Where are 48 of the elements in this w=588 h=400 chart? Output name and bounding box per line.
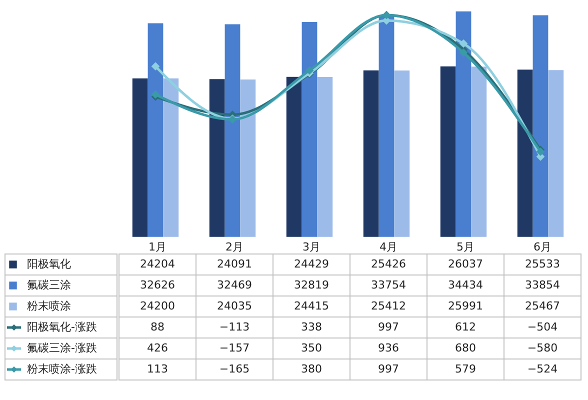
legend-label: 阳极氧化 <box>27 258 71 270</box>
data-label: 997 <box>378 320 399 334</box>
data-label: 113 <box>147 362 168 376</box>
data-label: 88 <box>150 320 164 334</box>
data-label: −165 <box>219 362 250 376</box>
data-label: 24429 <box>294 258 329 270</box>
data-label: 380 <box>301 362 322 376</box>
data-label: 338 <box>301 320 322 334</box>
data-label: 33754 <box>371 278 406 292</box>
x-tick-label: 4月 <box>380 240 398 254</box>
x-tick-label: 2月 <box>226 240 244 254</box>
data-label: 24035 <box>217 300 252 312</box>
data-label: 25533 <box>525 258 560 270</box>
data-label: 25467 <box>525 300 560 312</box>
data-label: 24204 <box>140 258 175 270</box>
legend-label: 氟碳三涂 <box>27 278 71 292</box>
data-label: −157 <box>219 342 250 354</box>
data-label: 579 <box>455 362 476 376</box>
legend-label: 粉末喷涂 <box>27 300 71 312</box>
data-label: 32819 <box>294 278 329 292</box>
data-label: 612 <box>455 320 476 334</box>
data-label: −504 <box>527 320 558 334</box>
data-label: 997 <box>378 362 399 376</box>
data-label: 25412 <box>371 300 406 312</box>
x-tick-label: 6月 <box>534 240 552 254</box>
data-label: 25991 <box>448 300 483 312</box>
data-label: −524 <box>527 362 558 376</box>
legend-label: 粉末喷涂-涨跌 <box>27 362 97 376</box>
data-label: 680 <box>455 342 476 354</box>
data-label: 32469 <box>217 278 252 292</box>
legend-label: 氟碳三涂-涨跌 <box>27 342 97 354</box>
data-label: 24415 <box>294 300 329 312</box>
x-tick-label: 1月 <box>148 240 166 254</box>
legend-label: 阳极氧化-涨跌 <box>27 320 97 334</box>
data-label: 33854 <box>525 278 560 292</box>
x-tick-label: 5月 <box>456 240 474 254</box>
data-label: 350 <box>301 342 322 354</box>
data-label: 936 <box>378 342 399 354</box>
data-label: 26037 <box>448 258 483 270</box>
data-label: 25426 <box>371 258 406 270</box>
data-label: −580 <box>527 342 558 354</box>
data-label: 32626 <box>140 278 175 292</box>
data-label: 426 <box>147 342 168 354</box>
data-label: −113 <box>219 320 250 334</box>
x-tick-label: 3月 <box>302 240 320 254</box>
data-label: 24200 <box>140 300 175 312</box>
data-label: 24091 <box>217 258 252 270</box>
data-label: 34434 <box>448 278 483 292</box>
